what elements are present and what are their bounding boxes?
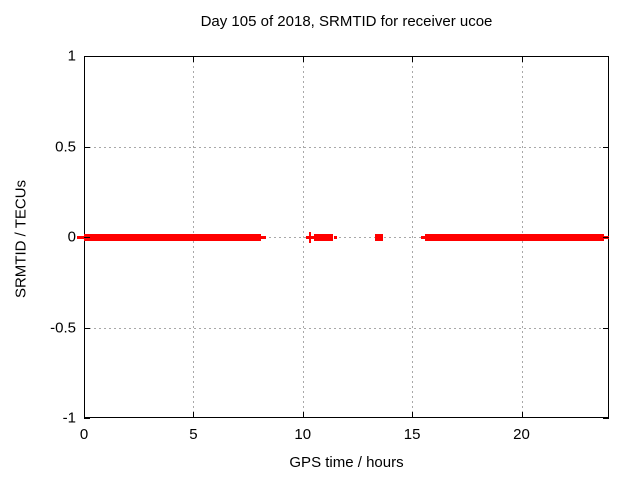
y-tick-mark	[84, 327, 90, 329]
x-tick-mark	[521, 412, 523, 418]
y-tick-mark-right	[603, 146, 609, 148]
x-axis-label: GPS time / hours	[289, 454, 404, 471]
data-segment-line	[334, 235, 338, 239]
y-tick-mark	[84, 418, 90, 419]
y-tick-mark-right	[603, 418, 609, 419]
x-tick-label: 0	[79, 426, 89, 443]
data-point-plus-v	[308, 231, 311, 243]
data-segment-line	[420, 235, 426, 239]
y-tick-label: -0.5	[50, 319, 76, 336]
x-tick-mark	[302, 412, 304, 418]
y-tick-mark	[84, 237, 90, 238]
x-tick-label: 5	[189, 426, 198, 443]
y-axis-label-text: SRMTID / TECUs	[12, 179, 30, 299]
y-tick-mark	[84, 56, 90, 57]
x-tick-mark-top	[412, 56, 414, 62]
x-tick-mark	[412, 412, 414, 418]
x-tick-mark-top	[302, 56, 304, 62]
data-segment-bar	[84, 233, 261, 241]
data-segment-bar	[425, 233, 604, 241]
x-tick-mark-top	[84, 56, 85, 62]
x-tick-mark-top	[521, 56, 523, 62]
gridline-horizontal	[84, 237, 609, 238]
y-tick-mark	[84, 146, 90, 148]
x-tick-label: 10	[294, 426, 312, 443]
y-tick-label: 1	[67, 47, 76, 65]
x-tick-mark-top	[193, 56, 195, 62]
data-segment-bar	[374, 233, 384, 241]
chart-title: Day 105 of 2018, SRMTID for receiver uco…	[200, 13, 493, 30]
x-tick-label: 20	[513, 426, 530, 443]
data-segment-bar	[313, 233, 334, 241]
x-tick-label: 15	[403, 426, 421, 443]
y-tick-mark-right	[603, 56, 609, 57]
data-segment-line	[260, 235, 266, 239]
y-tick-mark-right	[603, 237, 609, 238]
x-tick-mark	[84, 412, 85, 418]
gridline-horizontal	[84, 327, 609, 329]
y-tick-mark-right	[603, 327, 609, 329]
data-segment-line	[77, 235, 84, 239]
x-tick-mark	[193, 412, 195, 418]
gridline-horizontal	[84, 146, 609, 148]
y-tick-label: 0.5	[55, 138, 76, 155]
y-tick-label: -1	[62, 409, 76, 427]
y-tick-label: 0	[67, 228, 76, 246]
